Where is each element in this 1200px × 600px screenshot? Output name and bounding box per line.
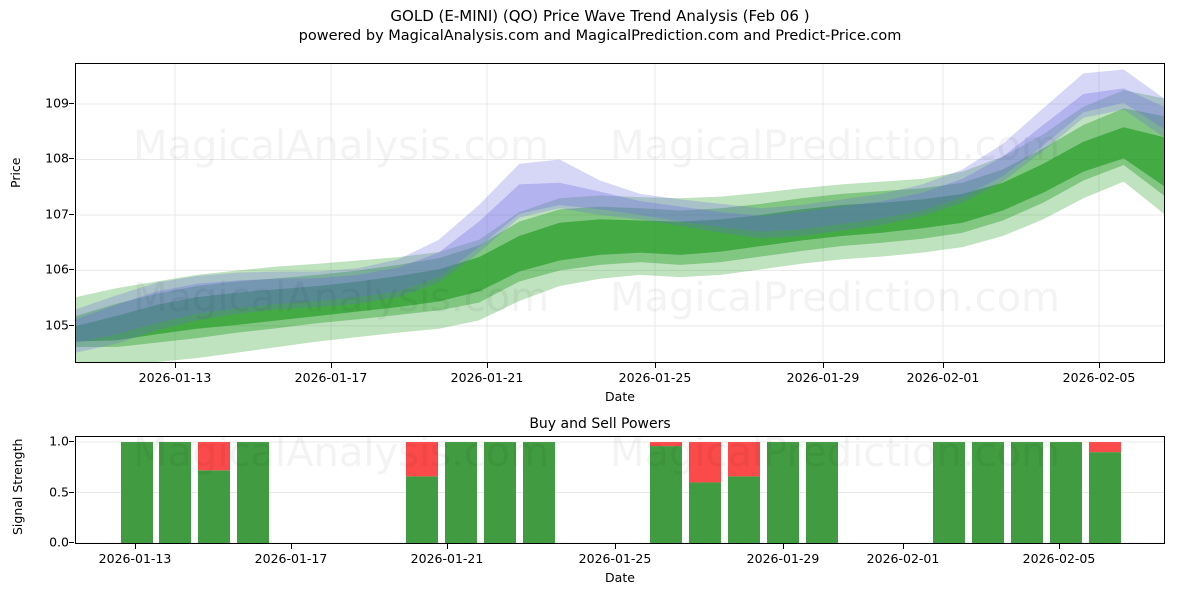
page-subtitle: powered by MagicalAnalysis.com and Magic… xyxy=(298,28,902,44)
x-tick-label: 2026-02-05 xyxy=(1062,370,1136,385)
price-x-axis-label: Date xyxy=(605,389,635,404)
x-tick-label: 2026-01-17 xyxy=(294,370,368,385)
x-tick-label: 2026-01-25 xyxy=(578,551,652,566)
x-tick-mark xyxy=(1059,544,1060,549)
buy-power-bar[interactable] xyxy=(523,442,555,543)
x-tick-label: 2026-01-25 xyxy=(618,370,692,385)
x-tick-mark xyxy=(135,544,136,549)
buy-power-bar[interactable] xyxy=(933,442,965,543)
x-tick-mark xyxy=(655,363,656,368)
sell-power-bar[interactable] xyxy=(406,442,438,477)
sell-power-bar[interactable] xyxy=(689,442,721,483)
buy-power-bar[interactable] xyxy=(689,482,721,543)
page-title: GOLD (E-MINI) (QO) Price Wave Trend Anal… xyxy=(390,7,810,25)
x-tick-label: 2026-01-21 xyxy=(450,370,524,385)
x-tick-mark xyxy=(175,363,176,368)
buy-power-bar[interactable] xyxy=(1011,442,1043,543)
buy-power-bar[interactable] xyxy=(237,442,269,543)
y-tick-label: 108 xyxy=(45,150,69,166)
buy-power-bar[interactable] xyxy=(484,442,516,543)
x-tick-mark xyxy=(783,544,784,549)
buy-power-bar[interactable] xyxy=(198,470,230,543)
buy-power-bar[interactable] xyxy=(767,442,799,543)
x-tick-mark xyxy=(447,544,448,549)
y-tick-mark xyxy=(69,542,74,543)
signal-chart-title: Buy and Sell Powers xyxy=(529,416,671,432)
y-tick-mark xyxy=(69,441,74,443)
buy-power-bar[interactable] xyxy=(445,442,477,543)
wave-band-band-blue-inner xyxy=(76,88,1164,343)
price-wave-svg xyxy=(76,64,1164,362)
x-tick-mark xyxy=(331,363,332,368)
y-tick-mark xyxy=(69,102,74,104)
buy-power-bar[interactable] xyxy=(1089,452,1121,543)
x-tick-mark xyxy=(903,544,904,549)
y-tick-mark xyxy=(69,158,74,160)
x-tick-label: 2026-01-29 xyxy=(786,370,860,385)
y-tick-mark xyxy=(69,324,74,326)
sell-power-bar[interactable] xyxy=(1089,442,1121,453)
buy-power-bar[interactable] xyxy=(972,442,1004,543)
buy-power-bar[interactable] xyxy=(728,476,760,543)
y-tick-mark xyxy=(69,491,74,493)
price-wave-chart xyxy=(75,63,1165,363)
y-tick-label: 1.0 xyxy=(49,433,69,449)
buy-power-bar[interactable] xyxy=(406,476,438,543)
wave-band-band-blue-outer xyxy=(76,69,1164,353)
x-tick-mark xyxy=(1099,363,1100,368)
y-tick-label: 0.0 xyxy=(49,534,69,550)
buy-power-bar[interactable] xyxy=(650,446,682,543)
chart-title-block: GOLD (E-MINI) (QO) Price Wave Trend Anal… xyxy=(0,6,1200,46)
x-tick-label: 2026-01-13 xyxy=(138,370,212,385)
y-tick-label: 105 xyxy=(45,317,69,333)
x-tick-label: 2026-01-29 xyxy=(746,551,820,566)
x-tick-label: 2026-02-05 xyxy=(1022,551,1096,566)
buy-power-bar[interactable] xyxy=(1050,442,1082,543)
x-tick-label: 2026-01-13 xyxy=(98,551,172,566)
y-tick-label: 0.5 xyxy=(49,484,69,500)
buy-sell-powers-svg xyxy=(76,441,1164,543)
x-tick-label: 2026-01-17 xyxy=(254,551,328,566)
y-tick-mark xyxy=(69,213,74,215)
x-tick-mark xyxy=(823,363,824,368)
signal-x-axis-label: Date xyxy=(605,570,635,585)
y-tick-label: 109 xyxy=(45,95,69,111)
x-tick-mark xyxy=(615,544,616,549)
y-tick-label: 107 xyxy=(45,206,69,222)
x-tick-label: 2026-01-21 xyxy=(410,551,484,566)
x-tick-mark xyxy=(943,363,944,368)
buy-power-bar[interactable] xyxy=(806,442,838,543)
x-tick-label: 2026-02-01 xyxy=(866,551,940,566)
sell-power-bar[interactable] xyxy=(650,442,682,447)
x-tick-mark xyxy=(487,363,488,368)
x-tick-label: 2026-02-01 xyxy=(906,370,980,385)
buy-sell-powers-chart xyxy=(75,436,1165,544)
sell-power-bar[interactable] xyxy=(198,442,230,471)
y-tick-mark xyxy=(69,269,74,271)
wave-band-band-green-core xyxy=(76,127,1164,342)
y-tick-label: 106 xyxy=(45,261,69,277)
buy-power-bar[interactable] xyxy=(159,442,191,543)
buy-power-bar[interactable] xyxy=(121,442,153,543)
x-tick-mark xyxy=(291,544,292,549)
sell-power-bar[interactable] xyxy=(728,442,760,477)
